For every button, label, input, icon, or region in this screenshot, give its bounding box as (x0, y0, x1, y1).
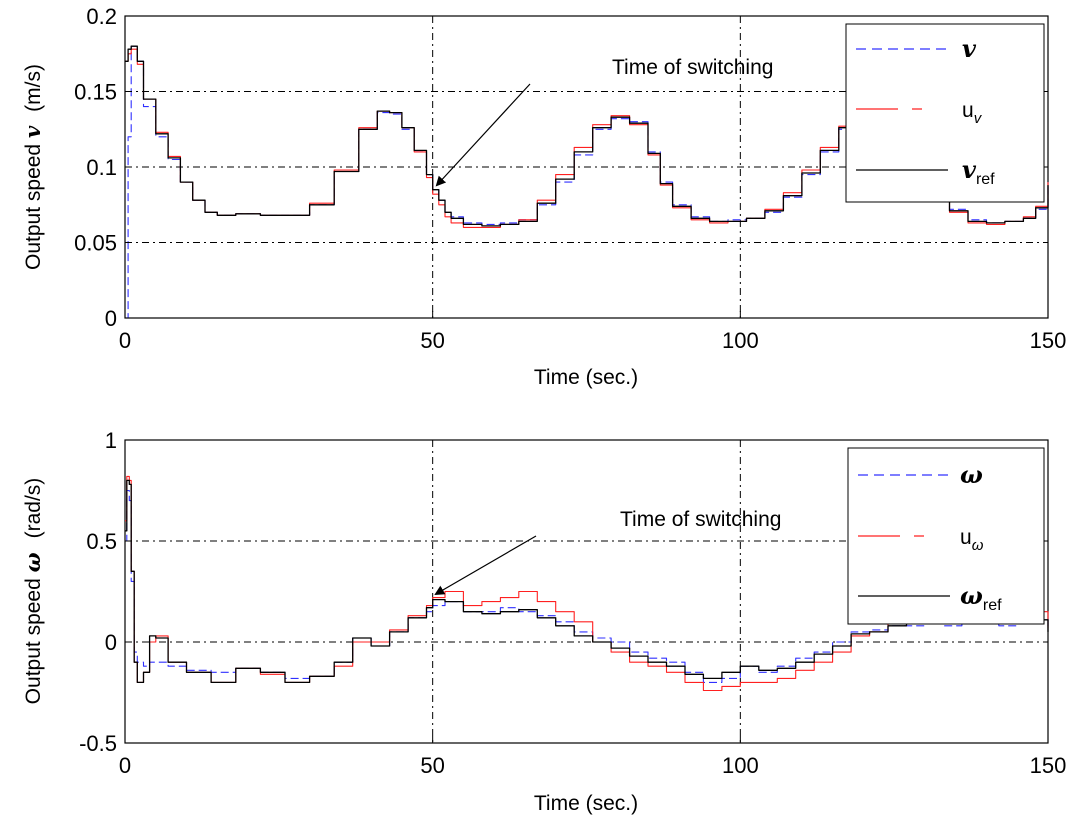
legend-label-vref: vref (962, 155, 995, 188)
legend: ω uω ωref (847, 447, 1045, 625)
y-tick-label: 0.5 (86, 529, 117, 554)
speed-v-plot: 0 50 100 150 0 0.05 0.1 0.15 0.2 Time (sec.) Out… (20, 4, 1066, 389)
legend-label-uomega: uω (960, 526, 984, 554)
legend-label-v: v (962, 34, 977, 63)
legend-box (845, 23, 1045, 203)
switching-arrow (435, 83, 531, 187)
y-tick-label: -0.5 (79, 731, 117, 756)
x-axis-label: Time (sec.) (534, 366, 638, 389)
y-tick-label: 0 (105, 630, 117, 655)
y-axis-unit: (rad/s) (22, 478, 45, 539)
series-line-ω-ref (125, 479, 1049, 684)
y-axis-label: Output speed ω (rad/s) (20, 478, 45, 705)
legend: v uv vref (845, 23, 1045, 203)
y-axis-unit: (m/s) (22, 64, 45, 112)
y-tick-label: 0.2 (86, 4, 117, 29)
y-tick-label: 0 (105, 306, 117, 331)
y-axis-label: Output speed v (m/s) (20, 64, 45, 270)
tick-labels: 0 50 100 150 0 0.05 0.1 0.15 0.2 (74, 4, 1066, 353)
x-tick-label: 100 (722, 328, 759, 353)
y-axis-label-prefix: Output speed (22, 572, 45, 704)
y-tick-label: 0.1 (86, 155, 117, 180)
x-tick-label: 100 (722, 753, 759, 778)
x-tick-label: 50 (420, 328, 444, 353)
x-tick-label: 150 (1030, 328, 1067, 353)
y-axis-label-prefix: Output speed (22, 138, 45, 270)
legend-label-omegaref: ωref (960, 581, 1002, 614)
tick-labels: 0 50 100 150-0.500.51 (79, 428, 1066, 778)
x-axis-label: Time (sec.) (534, 792, 638, 815)
y-axis-symbol: ω (20, 552, 45, 572)
y-tick-label: 0.15 (74, 80, 117, 105)
speed-omega-plot: 0 50 100 150-0.500.51 Time (sec.) Output sp… (20, 428, 1066, 815)
switching-annotation-text: Time of switching (612, 56, 773, 79)
y-axis-symbol: v (20, 125, 45, 138)
legend-label-omega: ω (960, 460, 983, 489)
y-tick-label: 0.05 (74, 231, 117, 256)
switching-arrow (434, 535, 537, 596)
x-tick-label: 50 (420, 753, 444, 778)
x-tick-label: 0 (119, 753, 131, 778)
x-tick-label: 150 (1030, 753, 1067, 778)
y-tick-label: 1 (105, 428, 117, 453)
x-tick-label: 0 (119, 328, 131, 353)
series-layer (125, 475, 1049, 692)
legend-label-uv: uv (962, 99, 983, 127)
switching-annotation-text: Time of switching (620, 508, 781, 531)
